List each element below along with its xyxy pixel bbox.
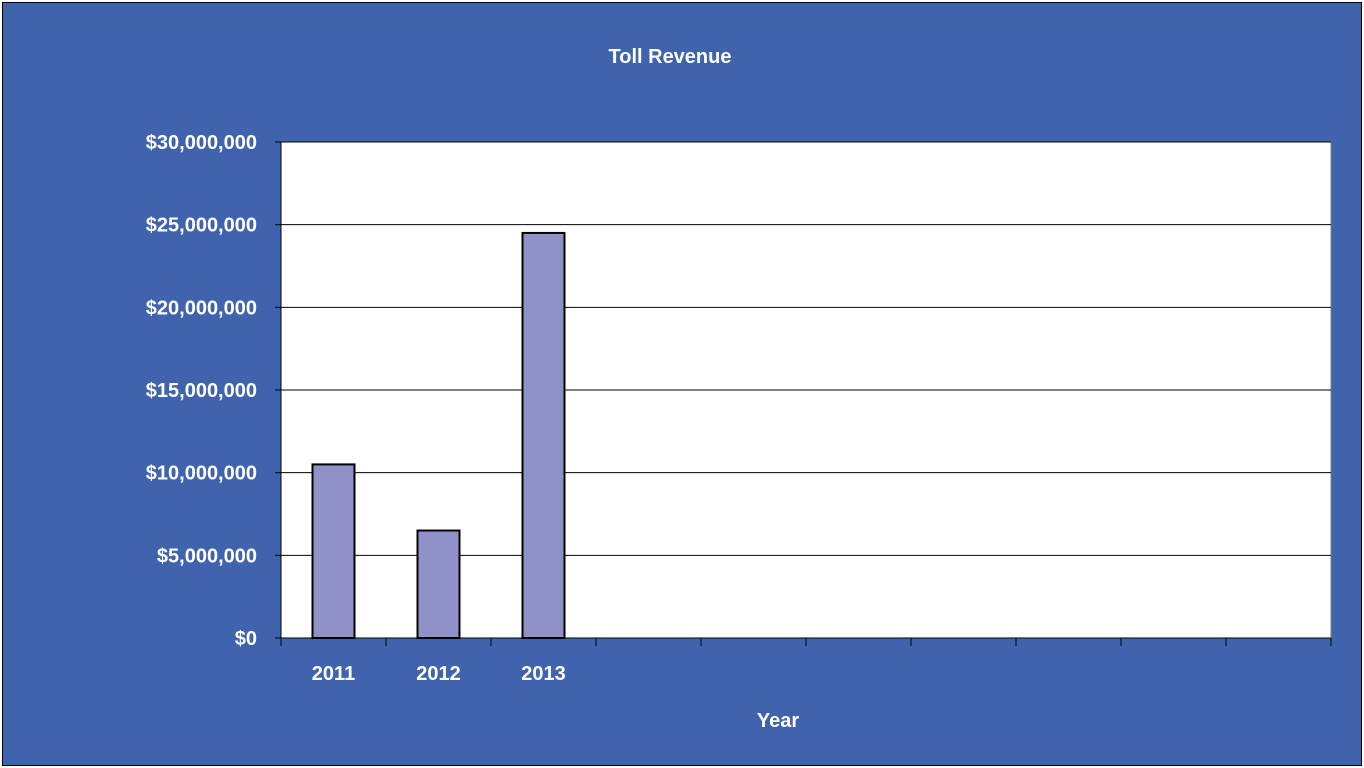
- y-tick-label: $5,000,000: [157, 545, 257, 567]
- bar-2013: [521, 231, 566, 640]
- y-tick-label: $0: [235, 628, 257, 650]
- x-axis: [280, 142, 1332, 646]
- x-axis-tick-labels: 2011 2012 2013: [312, 663, 566, 685]
- y-tick-label: $10,000,000: [146, 463, 257, 485]
- x-tick-label: 2011: [312, 663, 355, 685]
- y-tick-label: $30,000,000: [146, 132, 257, 154]
- x-axis-title: Year: [757, 710, 799, 732]
- x-tick-label: 2012: [416, 663, 461, 685]
- chart-title: Toll Revenue: [609, 46, 732, 68]
- y-tick-label: $15,000,000: [146, 380, 257, 402]
- y-tick-label: $20,000,000: [146, 297, 257, 319]
- toll-revenue-chart: Toll Revenue $0 $5,000,000 $10,000,000 $15,…: [146, 46, 1332, 732]
- bar-2011: [311, 463, 356, 639]
- x-tick-label: 2013: [521, 663, 566, 685]
- bar-2012: [416, 529, 461, 639]
- bars: [311, 231, 566, 640]
- y-tick-label: $25,000,000: [146, 215, 257, 237]
- y-axis-tick-labels: $0 $5,000,000 $10,000,000 $15,000,000 $20,00…: [146, 132, 281, 650]
